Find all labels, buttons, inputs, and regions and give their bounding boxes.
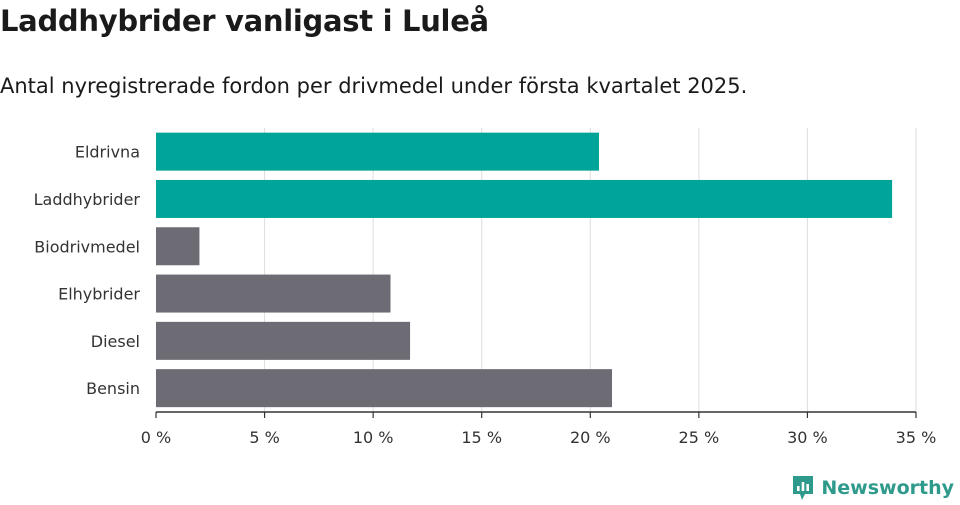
- category-label: Bensin: [86, 379, 140, 398]
- newsworthy-logo-icon: [793, 476, 814, 500]
- category-label: Laddhybrider: [34, 190, 141, 209]
- x-tick-label: 5 %: [249, 428, 279, 447]
- category-label: Elhybrider: [58, 285, 140, 304]
- category-label: Eldrivna: [75, 143, 140, 162]
- bar-eldrivna: [156, 132, 599, 171]
- bar-bensin: [156, 369, 612, 408]
- bar-diesel: [156, 321, 411, 360]
- x-tick-label: 25 %: [679, 428, 720, 447]
- category-label: Diesel: [91, 332, 140, 351]
- newsworthy-logo-text: Newsworthy: [821, 477, 954, 499]
- x-tick-label: 10 %: [353, 428, 394, 447]
- chart-title: Laddhybrider vanligast i Luleå: [0, 4, 489, 38]
- x-tick-label: 35 %: [896, 428, 937, 447]
- bar-laddhybrider: [156, 179, 893, 218]
- bar-chart: Eldrivna Laddhybrider Biodrivmedel Elhybrid…: [34, 128, 937, 447]
- bar-biodrivmedel: [156, 227, 200, 266]
- bars: [156, 132, 893, 408]
- x-axis-ticks: 0 % 5 % 10 % 15 % 20 % 25 % 30 % 35 %: [141, 412, 937, 447]
- gridlines: [264, 128, 917, 412]
- x-tick-label: 30 %: [787, 428, 828, 447]
- x-tick-label: 15 %: [461, 428, 502, 447]
- x-tick-label: 0 %: [141, 428, 171, 447]
- category-labels: Eldrivna Laddhybrider Biodrivmedel Elhybrid…: [34, 143, 141, 399]
- chart-subtitle: Antal nyregistrerade fordon per drivmede…: [0, 74, 748, 98]
- newsworthy-logo: Newsworthy: [791, 474, 954, 502]
- category-label: Biodrivmedel: [34, 237, 140, 256]
- bar-elhybrider: [156, 274, 391, 313]
- x-tick-label: 20 %: [570, 428, 611, 447]
